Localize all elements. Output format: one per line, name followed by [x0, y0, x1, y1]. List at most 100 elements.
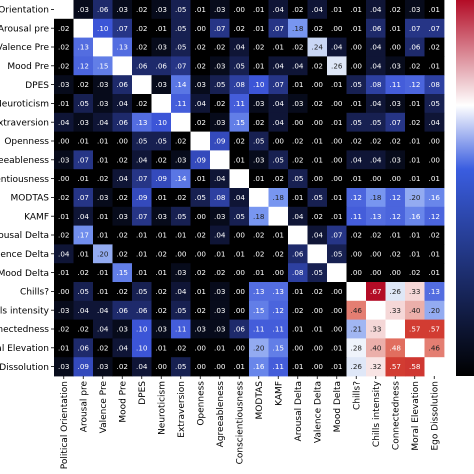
cell-value-label: .06 [370, 24, 382, 33]
cell-value-label: .01 [97, 155, 108, 164]
cell-value-label: .11 [234, 99, 245, 108]
heatmap-cell [249, 75, 269, 95]
heatmap-cell [424, 37, 445, 57]
heatmap-cell [327, 206, 347, 226]
heatmap-cell [405, 37, 425, 57]
cell-value-label: .18 [370, 193, 382, 202]
heatmap-cell [229, 131, 250, 151]
cell-value-label: .01 [429, 268, 440, 277]
cell-value-label: .00 [331, 99, 343, 108]
heatmap-cell [132, 357, 152, 377]
heatmap-cell [132, 206, 152, 226]
cell-value-label: .00 [331, 174, 343, 183]
cell-value-label: .01 [253, 61, 264, 70]
heatmap-cell [288, 0, 308, 20]
cell-value-label: .01 [331, 343, 342, 352]
cell-value-label: .11 [351, 212, 362, 221]
heatmap-cell [249, 188, 269, 208]
heatmap-cell [249, 244, 269, 264]
cell-value-label: .01 [409, 99, 420, 108]
heatmap-cell [288, 357, 308, 377]
cell-value-label: .13 [136, 118, 147, 127]
heatmap-cell [54, 263, 74, 283]
heatmap-cell [307, 112, 328, 132]
heatmap-cell [385, 263, 406, 283]
heatmap-cell [268, 75, 289, 95]
cell-value-label: .18 [292, 24, 304, 33]
cell-value-label: .02 [117, 362, 128, 371]
heatmap-cell [385, 0, 406, 20]
cell-value-label: .02 [136, 99, 147, 108]
cell-value-label: .14 [175, 80, 187, 89]
heatmap-cell [346, 263, 367, 283]
heatmap-cell [171, 18, 191, 38]
cell-value-label: .12 [409, 80, 420, 89]
cell-value-label: .02 [292, 43, 303, 52]
heatmap-cell [405, 319, 425, 339]
heatmap-cell [171, 357, 191, 377]
heatmap-cell [385, 300, 406, 320]
cell-value-label: .00 [370, 268, 382, 277]
cell-value-label: .04 [58, 118, 70, 127]
cell-value-label: .08 [429, 80, 441, 89]
cell-value-label: .05 [78, 99, 89, 108]
heatmap-cell [268, 131, 289, 151]
heatmap-cell [190, 112, 211, 132]
heatmap-cell [288, 37, 308, 57]
row-label: rousal Delta [0, 231, 49, 241]
heatmap-cell [73, 112, 94, 132]
cell-value-label: .01 [331, 118, 342, 127]
heatmap-cell [288, 300, 308, 320]
row-label: Extraversion [0, 118, 49, 128]
cell-value-label: .01 [78, 137, 89, 146]
cell-value-label: .03 [117, 325, 128, 334]
heatmap-cell [405, 75, 425, 95]
heatmap-cell [93, 75, 113, 95]
cell-value-label: .01 [97, 287, 108, 296]
cell-value-label: .01 [292, 287, 303, 296]
cell-value-label: .02 [117, 249, 128, 258]
cell-value-label: .04 [429, 118, 441, 127]
heatmap-cell [346, 56, 367, 76]
cell-value-label: .02 [234, 24, 245, 33]
cell-value-label: .01 [78, 174, 89, 183]
cell-value-label: .09 [78, 362, 90, 371]
heatmap-cell [132, 56, 152, 76]
cell-value-label: .02 [97, 174, 108, 183]
heatmap-cell [229, 56, 250, 76]
cell-value-label: .03 [97, 362, 108, 371]
heatmap-cell [112, 150, 133, 170]
cell-value-label: .01 [214, 343, 225, 352]
heatmap-cell [190, 282, 211, 302]
cell-value-label: .11 [390, 80, 401, 89]
cell-value-label: .00 [390, 268, 402, 277]
heatmap-cell [54, 357, 74, 377]
heatmap-cell [385, 225, 406, 245]
heatmap-cell [327, 75, 347, 95]
heatmap-cell [366, 188, 386, 208]
cell-value-label: .00 [331, 325, 343, 334]
cell-value-label: .01 [273, 43, 284, 52]
heatmap-cell [112, 188, 133, 208]
heatmap-cell [385, 131, 406, 151]
heatmap-cell [229, 244, 250, 264]
cell-value-label: .02 [195, 43, 206, 52]
heatmap-cell [93, 18, 113, 38]
cell-value-label: .01 [234, 249, 245, 258]
cell-value-label: .07 [409, 24, 420, 33]
cell-value-label: .07 [390, 118, 401, 127]
cell-value-label: .04 [97, 325, 109, 334]
heatmap-cell [327, 37, 347, 57]
cell-value-label: .01 [253, 268, 264, 277]
heatmap-cell [93, 338, 113, 358]
heatmap-cell [249, 0, 269, 20]
cell-value-label: .00 [214, 362, 226, 371]
cell-value-label: .06 [78, 343, 90, 352]
heatmap-cell [268, 56, 289, 76]
heatmap-cell [190, 131, 211, 151]
cell-value-label: .07 [78, 155, 89, 164]
heatmap-cell [132, 112, 152, 132]
cell-value-label: .07 [117, 24, 128, 33]
cell-value-label: .01 [156, 24, 167, 33]
cell-value-label: .00 [390, 174, 402, 183]
